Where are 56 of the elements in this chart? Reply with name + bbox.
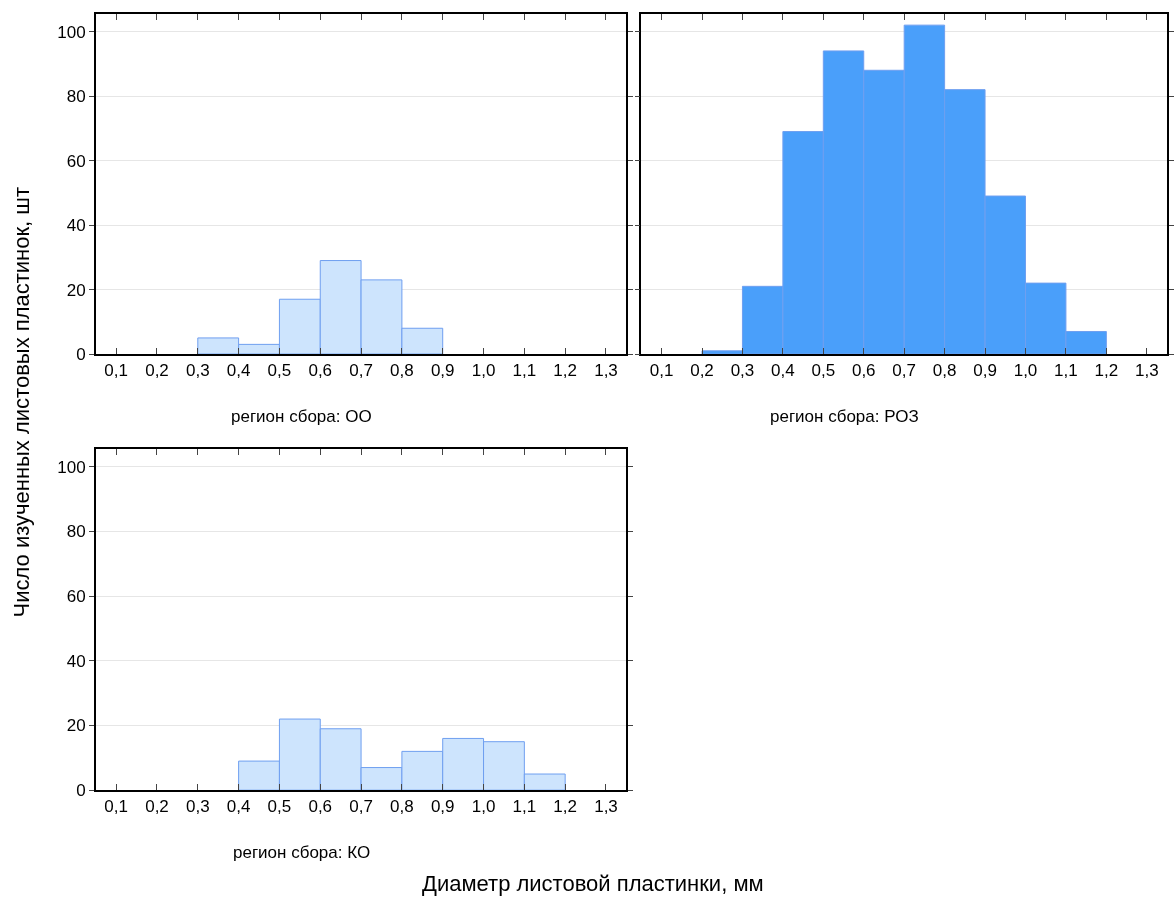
x-axis-title: Диаметр листовой пластинки, мм: [422, 871, 764, 896]
x-tick-label: 0,4: [771, 361, 795, 381]
x-tick-label: 1,0: [471, 361, 496, 381]
x-tick-label: 1,2: [1094, 361, 1119, 381]
x-tick-label: 1,2: [553, 797, 577, 817]
y-tick-label: 80: [66, 87, 86, 107]
y-tick-label: 100: [57, 22, 86, 42]
x-tick-label: 0,1: [104, 797, 128, 817]
x-tick-label: 0,5: [267, 797, 292, 817]
x-tick-label: 0,9: [973, 361, 997, 381]
x-tick-label: 1,2: [553, 361, 577, 381]
x-tick-label: 0,2: [690, 361, 714, 381]
y-tick-label: 80: [66, 522, 86, 542]
text: регион сбора: ОО: [231, 407, 372, 426]
x-tick-label: 1,3: [594, 361, 618, 381]
x-tick-label: 1,1: [1054, 361, 1078, 381]
x-tick-label: 0,7: [892, 361, 917, 381]
x-tick-label: 0,1: [649, 361, 674, 381]
x-tick-label: 0,8: [932, 361, 957, 381]
x-tick-label: 0,1: [104, 361, 128, 381]
x-tick-label: 0,7: [349, 361, 373, 381]
x-tick-label: 0,5: [811, 361, 836, 381]
y-tick-label: 60: [66, 151, 86, 171]
x-tick-label: 1,3: [1134, 361, 1159, 381]
x-tick-label: 0,9: [430, 361, 455, 381]
y-tick-label: 20: [66, 280, 86, 300]
y-tick-label: 0: [76, 345, 86, 365]
y-tick-label: 20: [66, 716, 86, 736]
text: регион сбора: КО: [233, 843, 371, 862]
x-tick-label: 1,0: [1013, 361, 1038, 381]
text: регион сбора: РОЗ: [770, 407, 919, 426]
y-tick-label: 0: [76, 781, 86, 801]
x-tick-label: 0,7: [349, 797, 373, 817]
y-tick-label: 60: [66, 587, 86, 607]
y-tick-label: 40: [66, 216, 86, 236]
x-tick-label: 1,1: [512, 361, 537, 381]
x-tick-label: 0,6: [308, 361, 333, 381]
x-tick-label: 0,2: [145, 797, 169, 817]
x-tick-label: 0,6: [851, 361, 876, 381]
x-tick-label: 0,8: [390, 361, 414, 381]
x-tick-label: 0,3: [185, 361, 210, 381]
x-tick-label: 0,4: [226, 361, 251, 381]
x-tick-label: 0,8: [390, 797, 414, 817]
x-tick-label: 1,3: [594, 797, 618, 817]
x-tick-label: 1,0: [471, 797, 496, 817]
x-tick-label: 0,2: [145, 361, 169, 381]
y-tick-label: 100: [57, 457, 86, 477]
x-tick-label: 0,5: [267, 361, 292, 381]
x-tick-label: 0,6: [308, 797, 333, 817]
y-axis-title: Число изученных листовых пластинок, шт: [9, 186, 35, 618]
x-tick-label: 0,3: [730, 361, 755, 381]
y-tick-label: 40: [66, 651, 86, 671]
x-tick-label: 0,9: [430, 797, 455, 817]
x-tick-label: 0,3: [185, 797, 210, 817]
x-tick-label: 0,4: [226, 797, 251, 817]
x-tick-label: 1,1: [512, 797, 537, 817]
